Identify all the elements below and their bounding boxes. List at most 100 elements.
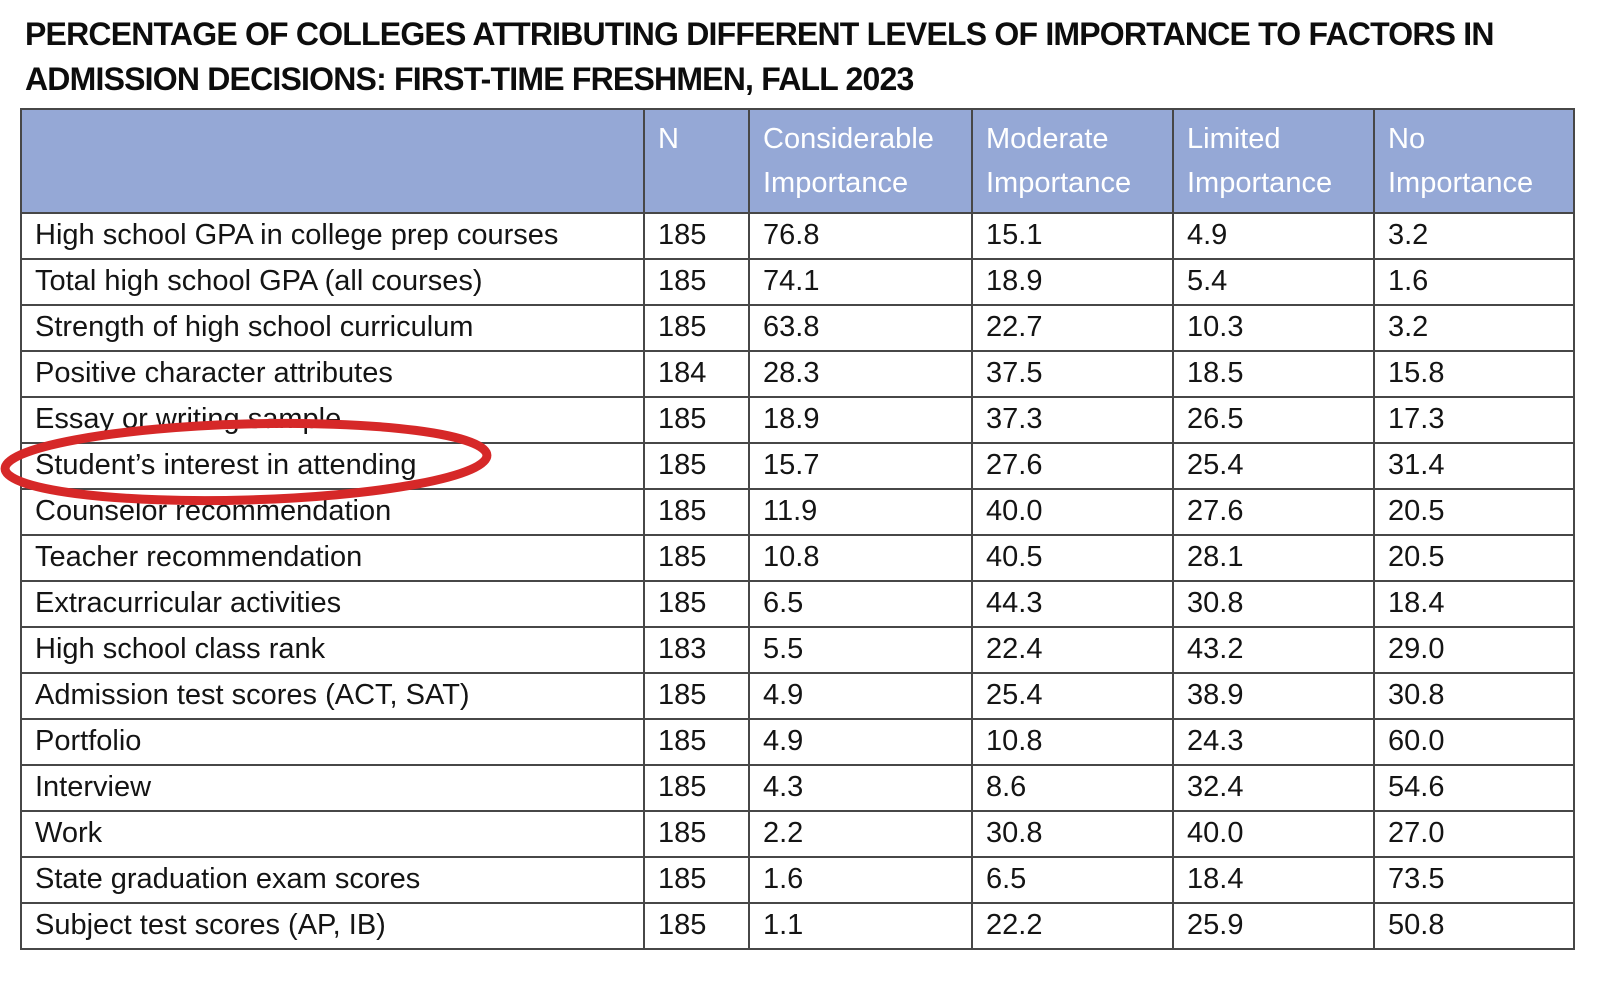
cell-considerable: 10.8 <box>748 534 973 582</box>
cell-no: 3.2 <box>1373 304 1575 352</box>
cell-no: 29.0 <box>1373 626 1575 674</box>
cell-limited: 5.4 <box>1172 258 1375 306</box>
cell-limited: 4.9 <box>1172 212 1375 260</box>
cell-no: 60.0 <box>1373 718 1575 766</box>
cell-n: 185 <box>643 764 750 812</box>
cell-limited: 32.4 <box>1172 764 1375 812</box>
cell-no: 18.4 <box>1373 580 1575 628</box>
row-label: Work <box>20 810 645 858</box>
title-line-2: ADMISSION DECISIONS: FIRST-TIME FRESHMEN… <box>25 61 914 97</box>
cell-limited: 38.9 <box>1172 672 1375 720</box>
cell-n: 185 <box>643 718 750 766</box>
table-row: Portfolio 185 4.9 10.8 24.3 60.0 <box>20 718 1575 766</box>
table-row: Strength of high school curriculum 185 63.… <box>20 304 1575 352</box>
cell-no: 17.3 <box>1373 396 1575 444</box>
cell-moderate: 44.3 <box>971 580 1174 628</box>
cell-considerable: 4.9 <box>748 672 973 720</box>
cell-n: 185 <box>643 902 750 950</box>
header-moderate-importance: Moderate Importance <box>971 108 1174 214</box>
cell-n: 185 <box>643 212 750 260</box>
cell-n: 185 <box>643 488 750 536</box>
row-label: Counselor recommendation <box>20 488 645 536</box>
row-label: Strength of high school curriculum <box>20 304 645 352</box>
cell-limited: 25.9 <box>1172 902 1375 950</box>
header-row: N Considerable Importance Moderate Impor… <box>20 108 1575 214</box>
row-label: Essay or writing sample <box>20 396 645 444</box>
row-label: Teacher recommendation <box>20 534 645 582</box>
row-label: Total high school GPA (all courses) <box>20 258 645 306</box>
cell-considerable: 1.6 <box>748 856 973 904</box>
cell-considerable: 1.1 <box>748 902 973 950</box>
cell-n: 185 <box>643 534 750 582</box>
cell-limited: 26.5 <box>1172 396 1375 444</box>
header-limited-importance: Limited Importance <box>1172 108 1375 214</box>
cell-considerable: 15.7 <box>748 442 973 490</box>
cell-moderate: 30.8 <box>971 810 1174 858</box>
cell-no: 27.0 <box>1373 810 1575 858</box>
row-label: High school GPA in college prep courses <box>20 212 645 260</box>
cell-considerable: 28.3 <box>748 350 973 398</box>
cell-no: 30.8 <box>1373 672 1575 720</box>
row-label: Portfolio <box>20 718 645 766</box>
table-row: High school GPA in college prep courses 1… <box>20 212 1575 260</box>
cell-considerable: 11.9 <box>748 488 973 536</box>
cell-limited: 18.4 <box>1172 856 1375 904</box>
row-label: State graduation exam scores <box>20 856 645 904</box>
table-row: Extracurricular activities 185 6.5 44.3 30.8… <box>20 580 1575 628</box>
cell-moderate: 40.5 <box>971 534 1174 582</box>
cell-limited: 28.1 <box>1172 534 1375 582</box>
cell-considerable: 4.3 <box>748 764 973 812</box>
cell-moderate: 37.3 <box>971 396 1174 444</box>
title-line-1: PERCENTAGE OF COLLEGES ATTRIBUTING DIFFE… <box>25 16 1495 52</box>
row-label: Student’s interest in attending <box>20 442 645 490</box>
header-considerable-importance: Considerable Importance <box>748 108 973 214</box>
cell-moderate: 40.0 <box>971 488 1174 536</box>
table-row: Positive character attributes 184 28.3 37.5… <box>20 350 1575 398</box>
cell-no: 15.8 <box>1373 350 1575 398</box>
cell-moderate: 18.9 <box>971 258 1174 306</box>
cell-moderate: 22.7 <box>971 304 1174 352</box>
header-n: N <box>643 108 750 214</box>
cell-moderate: 27.6 <box>971 442 1174 490</box>
cell-limited: 43.2 <box>1172 626 1375 674</box>
cell-limited: 40.0 <box>1172 810 1375 858</box>
cell-considerable: 18.9 <box>748 396 973 444</box>
cell-moderate: 37.5 <box>971 350 1174 398</box>
cell-moderate: 22.2 <box>971 902 1174 950</box>
cell-moderate: 25.4 <box>971 672 1174 720</box>
cell-moderate: 22.4 <box>971 626 1174 674</box>
page-title: PERCENTAGE OF COLLEGES ATTRIBUTING DIFFE… <box>25 12 1495 102</box>
cell-no: 54.6 <box>1373 764 1575 812</box>
table-row: Admission test scores (ACT, SAT) 185 4.9 25… <box>20 672 1575 720</box>
table-row: Teacher recommendation 185 10.8 40.5 28.1 20.… <box>20 534 1575 582</box>
table-row: Student’s interest in attending 185 15.7 27… <box>20 442 1575 490</box>
table-row: High school class rank 183 5.5 22.4 43.2 29.0 <box>20 626 1575 674</box>
cell-n: 185 <box>643 856 750 904</box>
cell-moderate: 10.8 <box>971 718 1174 766</box>
cell-limited: 10.3 <box>1172 304 1375 352</box>
cell-no: 50.8 <box>1373 902 1575 950</box>
row-label: Extracurricular activities <box>20 580 645 628</box>
cell-n: 185 <box>643 810 750 858</box>
cell-n: 185 <box>643 672 750 720</box>
header-factor <box>20 108 645 214</box>
row-label: Subject test scores (AP, IB) <box>20 902 645 950</box>
cell-moderate: 8.6 <box>971 764 1174 812</box>
table-row: Counselor recommendation 185 11.9 40.0 27.6 2… <box>20 488 1575 536</box>
row-label: Admission test scores (ACT, SAT) <box>20 672 645 720</box>
cell-moderate: 15.1 <box>971 212 1174 260</box>
table-row: Total high school GPA (all courses) 185 74… <box>20 258 1575 306</box>
cell-no: 31.4 <box>1373 442 1575 490</box>
table-row: Interview 185 4.3 8.6 32.4 54.6 <box>20 764 1575 812</box>
cell-considerable: 63.8 <box>748 304 973 352</box>
cell-n: 185 <box>643 396 750 444</box>
cell-considerable: 76.8 <box>748 212 973 260</box>
row-label: Positive character attributes <box>20 350 645 398</box>
cell-no: 73.5 <box>1373 856 1575 904</box>
admission-factors-table: N Considerable Importance Moderate Impor… <box>20 108 1575 950</box>
cell-moderate: 6.5 <box>971 856 1174 904</box>
cell-n: 185 <box>643 442 750 490</box>
cell-limited: 27.6 <box>1172 488 1375 536</box>
cell-considerable: 2.2 <box>748 810 973 858</box>
